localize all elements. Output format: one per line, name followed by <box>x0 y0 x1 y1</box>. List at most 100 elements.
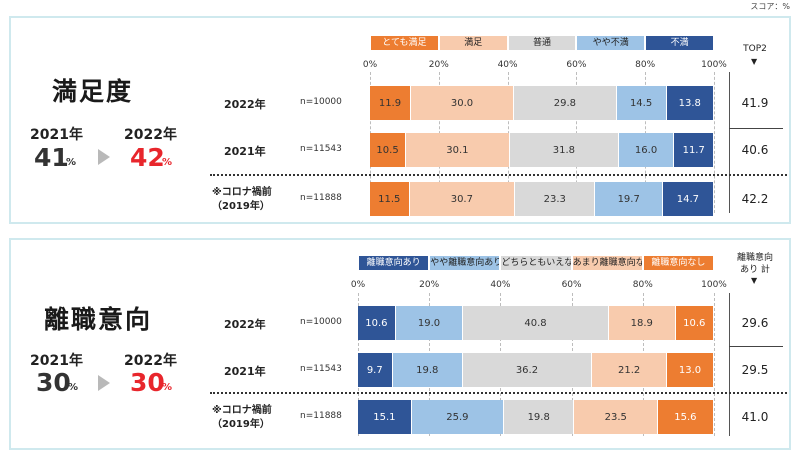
turnover-bar-segment: 9.7 <box>358 353 393 387</box>
satisfaction-row-label-sub: （2019年） <box>212 201 270 212</box>
turnover-bar-segment: 10.6 <box>675 306 714 340</box>
satisfaction-pct-curr: 42 <box>130 143 165 172</box>
turnover-pct-curr: 30 <box>130 368 165 397</box>
turnover-pct-prev-unit: % <box>68 382 79 393</box>
turnover-pct-prev: 30 <box>36 368 71 397</box>
turnover-bar-value-label: 15.1 <box>373 411 396 423</box>
turnover-right-value: 41.0 <box>741 410 769 424</box>
turnover-tick-label: 80% <box>632 280 653 290</box>
satisfaction-tick-label: 80% <box>635 60 656 70</box>
turnover-bar-segment: 23.5 <box>574 400 659 434</box>
satisfaction-bar-value-label: 11.7 <box>682 144 705 156</box>
turnover-bar-value-label: 21.2 <box>617 364 641 376</box>
satisfaction-right-header: TOP2 <box>743 44 767 54</box>
turnover-pct-curr-unit: % <box>162 382 173 393</box>
satisfaction-legend-item: やや不満 <box>577 36 645 50</box>
satisfaction-bar-segment: 19.7 <box>595 182 664 216</box>
unit-note: スコア：% <box>750 2 790 11</box>
turnover-bar-segment: 18.9 <box>608 306 676 340</box>
turnover-bar-value-label: 10.6 <box>365 317 388 329</box>
satisfaction-bar-value-label: 10.5 <box>376 144 399 156</box>
turnover-bar-segment: 40.8 <box>463 306 609 340</box>
turnover-tick-label: 20% <box>419 280 440 290</box>
turnover-right-value: 29.5 <box>741 363 769 377</box>
turnover-covid-separator <box>210 392 787 394</box>
satisfaction-bar-segment: 13.8 <box>666 86 714 120</box>
satisfaction-row-label: 2022年 <box>224 98 266 111</box>
satisfaction-pct-curr-unit: % <box>162 157 173 168</box>
satisfaction-bar-value-label: 14.7 <box>676 193 699 205</box>
satisfaction-row-label: ※コロナ禍前 <box>212 187 272 198</box>
turnover-row-label: 2021年 <box>224 365 266 378</box>
satisfaction-pct-prev-unit: % <box>66 157 77 168</box>
satisfaction-bar-value-label: 23.3 <box>543 193 566 205</box>
turnover-bar-value-label: 13.0 <box>678 364 702 376</box>
turnover-right-divider <box>729 293 730 436</box>
turnover-bar-segment: 21.2 <box>591 353 668 387</box>
satisfaction-legend-item: 満足 <box>439 36 507 50</box>
satisfaction-bar-value-label: 14.5 <box>629 97 653 109</box>
satisfaction-row-n: n=10000 <box>300 97 342 107</box>
satisfaction-bar-segment: 14.5 <box>616 86 667 120</box>
turnover-tick-label: 100% <box>701 280 727 290</box>
satisfaction-bar-value-label: 29.8 <box>553 97 576 109</box>
satisfaction-bar-segment: 23.3 <box>515 182 596 216</box>
satisfaction-pct-prev: 41 <box>34 143 69 172</box>
turnover-row-label-sub: （2019年） <box>212 419 270 430</box>
turnover-bar-value-label: 15.6 <box>674 411 697 423</box>
turnover-bar-value-label: 36.2 <box>515 364 539 376</box>
satisfaction-bar-value-label: 30.0 <box>450 97 474 109</box>
turnover-right-header-sub: あり 計 <box>740 265 770 275</box>
turnover-tick-label: 0% <box>350 280 366 290</box>
satisfaction-tick-label: 20% <box>428 60 449 70</box>
turnover-row-n: n=11888 <box>300 411 342 421</box>
satisfaction-bar-segment: 29.8 <box>514 86 617 120</box>
satisfaction-legend-item: 普通 <box>508 36 576 50</box>
turnover-legend-item: 離職意向あり <box>359 256 429 270</box>
turnover-bar-segment: 15.6 <box>658 400 714 434</box>
satisfaction-title: 満足度 <box>52 77 134 106</box>
satisfaction-tick-label: 40% <box>497 60 518 70</box>
satisfaction-legend-item: とても満足 <box>371 36 438 50</box>
turnover-bar-segment: 36.2 <box>463 353 592 387</box>
satisfaction-bar-value-label: 16.0 <box>634 144 658 156</box>
turnover-bar-segment: 19.8 <box>392 353 464 387</box>
turnover-year-curr: 2022年 <box>124 353 177 369</box>
satisfaction-bar-value-label: 30.7 <box>450 193 473 205</box>
turnover-year-prev: 2021年 <box>30 353 83 369</box>
turnover-bar-value-label: 23.5 <box>604 411 627 423</box>
turnover-bar-value-label: 9.7 <box>366 364 383 376</box>
turnover-bar-segment: 19.8 <box>503 400 575 434</box>
satisfaction-gridline <box>714 72 715 213</box>
turnover-bar-segment: 15.1 <box>358 400 412 434</box>
turnover-row-n: n=10000 <box>300 317 342 327</box>
satisfaction-bar-value-label: 13.8 <box>678 97 701 109</box>
satisfaction-bar-segment: 11.7 <box>674 133 715 167</box>
turnover-bar-segment: 25.9 <box>411 400 504 434</box>
satisfaction-bar-segment: 30.1 <box>406 133 510 167</box>
turnover-bar-value-label: 10.6 <box>683 317 706 329</box>
satisfaction-bar-segment: 10.5 <box>370 133 407 167</box>
satisfaction-bar-value-label: 11.9 <box>378 97 402 109</box>
turnover-legend-item: 離職意向なし <box>643 256 713 270</box>
turnover-right-header: 離職意向 <box>736 253 773 263</box>
satisfaction-bar-value-label: 31.8 <box>552 144 575 156</box>
turnover-bar-segment: 19.0 <box>395 306 464 340</box>
turnover-legend-item: どちらともいえない <box>501 256 571 270</box>
turnover-row-separator <box>729 346 783 347</box>
turnover-gridline <box>714 293 715 436</box>
satisfaction-bar-segment: 11.5 <box>370 182 410 216</box>
satisfaction-row-separator <box>729 128 783 129</box>
turnover-bar-value-label: 19.8 <box>527 411 550 423</box>
satisfaction-row-label: 2021年 <box>224 145 266 158</box>
satisfaction-right-value: 42.2 <box>741 192 769 206</box>
satisfaction-bar-value-label: 19.7 <box>617 193 640 205</box>
turnover-bar-value-label: 18.9 <box>630 317 653 329</box>
satisfaction-year-curr: 2022年 <box>124 127 177 143</box>
turnover-bar-value-label: 25.9 <box>446 411 469 423</box>
satisfaction-right-header-arrow-icon: ▼ <box>751 57 758 66</box>
turnover-row-label: ※コロナ禍前 <box>212 405 272 416</box>
satisfaction-bar-segment: 16.0 <box>619 133 675 167</box>
satisfaction-bar-segment: 30.7 <box>409 182 516 216</box>
satisfaction-right-value: 41.9 <box>741 96 769 110</box>
